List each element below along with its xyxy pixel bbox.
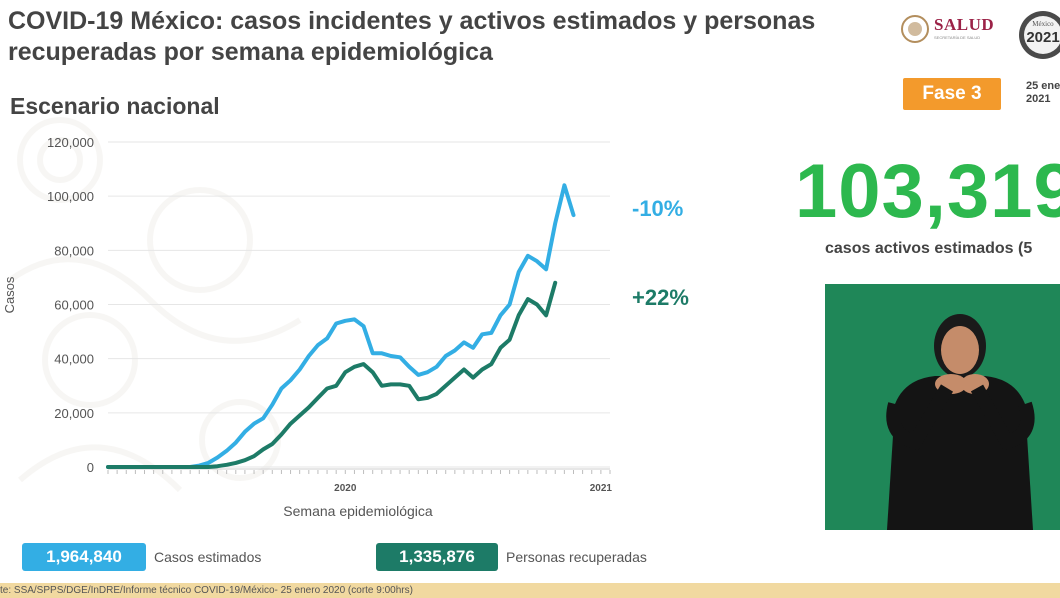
legend-recovered-value: 1,335,876 bbox=[376, 543, 498, 571]
x-year-label: 2020 bbox=[334, 483, 357, 494]
series-line-estimated bbox=[106, 183, 576, 469]
salud-logo: SALUD SECRETARÍA DE SALUD bbox=[898, 12, 1008, 46]
x-axis-ticks: 2020 2021 bbox=[107, 468, 613, 494]
interpreter-figure bbox=[886, 314, 1035, 530]
background-ornament bbox=[8, 117, 302, 493]
active-cases-number: 103,319 bbox=[795, 149, 1060, 234]
y-tick-label: 40,000 bbox=[54, 352, 94, 367]
y-tick-label: 100,000 bbox=[47, 189, 94, 204]
y-tick-label: 120,000 bbox=[47, 135, 94, 150]
report-date: 25 ene 2021 bbox=[1026, 80, 1060, 105]
fase-badge: Fase 3 bbox=[903, 78, 1001, 110]
chart-series bbox=[106, 183, 576, 469]
seal-top-text: México bbox=[1032, 20, 1054, 28]
change-label-estimated: -10% bbox=[632, 196, 683, 221]
legend-estimated-label: Casos estimados bbox=[154, 549, 262, 565]
legend-estimated-value: 1,964,840 bbox=[22, 543, 146, 571]
sign-language-interpreter-video bbox=[825, 284, 1060, 530]
series-line-recovered bbox=[106, 280, 558, 469]
x-year-label: 2021 bbox=[590, 483, 613, 494]
seal-year-text: 2021 bbox=[1026, 29, 1059, 46]
y-tick-label: 0 bbox=[87, 460, 94, 475]
y-axis-ticks: 0 20,000 40,000 60,000 80,000 100,000 120,000 bbox=[47, 135, 94, 475]
change-label-recovered: +22% bbox=[632, 285, 689, 310]
page-title: COVID-19 México: casos incidentes y acti… bbox=[8, 7, 816, 66]
anniversary-seal: México 2021 bbox=[1019, 11, 1060, 59]
cases-line-chart: 020,00040,00060,00080,000100,000120,000 … bbox=[2, 135, 689, 519]
x-axis-label: Semana epidemiológica bbox=[283, 503, 433, 519]
legend-recovered-label: Personas recuperadas bbox=[506, 549, 647, 565]
y-tick-label: 60,000 bbox=[54, 298, 94, 313]
chart-grid bbox=[108, 141, 610, 468]
salud-logo-subtext: SECRETARÍA DE SALUD bbox=[934, 35, 981, 40]
salud-logo-text: SALUD bbox=[934, 15, 995, 34]
y-tick-label: 20,000 bbox=[54, 406, 94, 421]
active-cases-caption: casos activos estimados (5 bbox=[825, 240, 1033, 257]
y-axis-label: Casos bbox=[2, 276, 17, 313]
y-tick-label: 80,000 bbox=[54, 243, 94, 258]
page-subtitle: Escenario nacional bbox=[10, 93, 220, 119]
source-footnote: te: SSA/SPPS/DGE/InDRE/Informe técnico C… bbox=[0, 583, 1060, 598]
eagle-emblem-icon bbox=[901, 15, 929, 43]
